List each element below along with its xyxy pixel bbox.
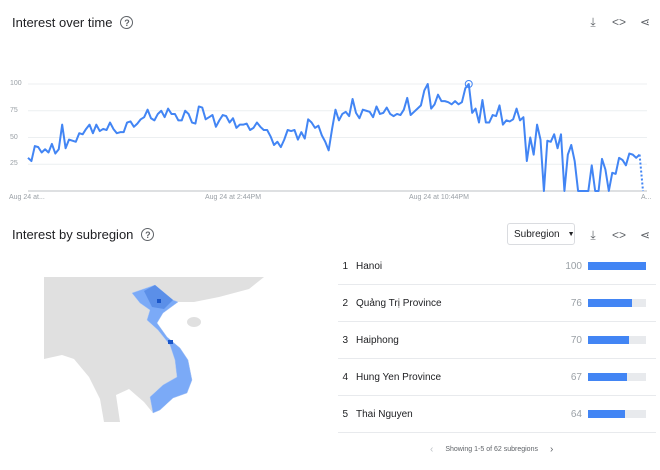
download-icon[interactable]: ⤓: [590, 15, 596, 29]
series-line: [27, 83, 641, 192]
rank: 5: [342, 408, 348, 420]
interest-over-time-title: Interest over time?: [12, 15, 134, 30]
subregion-row[interactable]: 3 Haiphong 70: [338, 322, 656, 359]
section-title: Interest over time: [12, 15, 113, 30]
value-bar-fill: [588, 410, 626, 418]
subregion-map[interactable]: [44, 277, 276, 427]
map-land: [44, 277, 264, 422]
pagination: ‹ Showing 1-5 of 62 subregions ›: [430, 444, 553, 455]
subregion-row[interactable]: 1 Hanoi 100: [338, 248, 656, 285]
subregion-name: Quảng Trị Province: [356, 297, 442, 309]
value-bar: [588, 336, 646, 344]
next-page-icon[interactable]: ›: [549, 444, 554, 455]
rank: 1: [342, 260, 348, 272]
section-title: Interest by subregion: [12, 227, 134, 242]
subregion-row[interactable]: 5 Thai Nguyen 64: [338, 396, 656, 433]
map-quang-tri: [168, 340, 173, 344]
embed-icon[interactable]: <>: [612, 228, 627, 242]
subregion-select[interactable]: Subregion ▼: [507, 223, 575, 245]
pager-text: Showing 1-5 of 62 subregions: [445, 446, 538, 453]
subregion-value: 76: [570, 297, 582, 309]
map-vietnam[interactable]: [131, 284, 193, 414]
y-tick: 50: [10, 133, 18, 141]
value-bar-fill: [588, 262, 646, 270]
y-tick: 25: [10, 160, 18, 168]
subregion-name: Thai Nguyen: [356, 408, 413, 420]
subregion-value: 64: [570, 408, 582, 420]
download-icon[interactable]: ⤓: [590, 228, 596, 242]
dropdown-arrow-icon: ▼: [567, 230, 575, 238]
rank: 3: [342, 334, 348, 346]
y-tick: 75: [10, 106, 18, 114]
interest-line-chart[interactable]: [0, 0, 660, 200]
subregion-name: Hanoi: [356, 260, 383, 272]
value-bar-fill: [588, 373, 627, 381]
embed-icon[interactable]: <>: [612, 15, 627, 29]
peak-marker[interactable]: [464, 80, 473, 88]
y-tick: 100: [10, 80, 22, 87]
x-tick: Aug 24 at...: [9, 194, 45, 201]
value-bar: [588, 410, 646, 418]
subregion-row[interactable]: 2 Quảng Trị Province 76: [338, 285, 656, 322]
value-bar-fill: [588, 299, 633, 307]
select-value: Subregion: [514, 228, 560, 240]
subregion-name: Hung Yen Province: [356, 371, 442, 383]
partial-data-line: [638, 154, 644, 192]
map-hainan: [187, 317, 201, 327]
interest-by-subregion-title: Interest by subregion?: [12, 227, 155, 242]
help-icon[interactable]: ?: [120, 16, 134, 29]
rank: 2: [342, 297, 348, 309]
prev-page-icon[interactable]: ‹: [430, 444, 434, 455]
x-tick: Aug 24 at 2:44PM: [205, 194, 262, 201]
rank: 4: [342, 371, 348, 383]
subregion-value: 70: [570, 334, 582, 346]
subregion-value: 67: [570, 371, 582, 383]
subregion-name: Haiphong: [356, 334, 399, 346]
subregion-value: 100: [565, 260, 582, 272]
share-icon[interactable]: ⋖: [639, 228, 651, 242]
subregion-row[interactable]: 4 Hung Yen Province 67: [338, 359, 656, 396]
help-icon[interactable]: ?: [141, 228, 155, 241]
map-hanoi: [157, 299, 161, 303]
x-tick: Aug 24 at 10:44PM: [409, 194, 469, 201]
share-icon[interactable]: ⋖: [639, 15, 651, 29]
value-bar-fill: [588, 336, 629, 344]
value-bar: [588, 373, 646, 381]
value-bar: [588, 262, 646, 270]
x-tick: A...: [641, 194, 652, 201]
map-north-region: [144, 285, 173, 309]
value-bar: [588, 299, 646, 307]
